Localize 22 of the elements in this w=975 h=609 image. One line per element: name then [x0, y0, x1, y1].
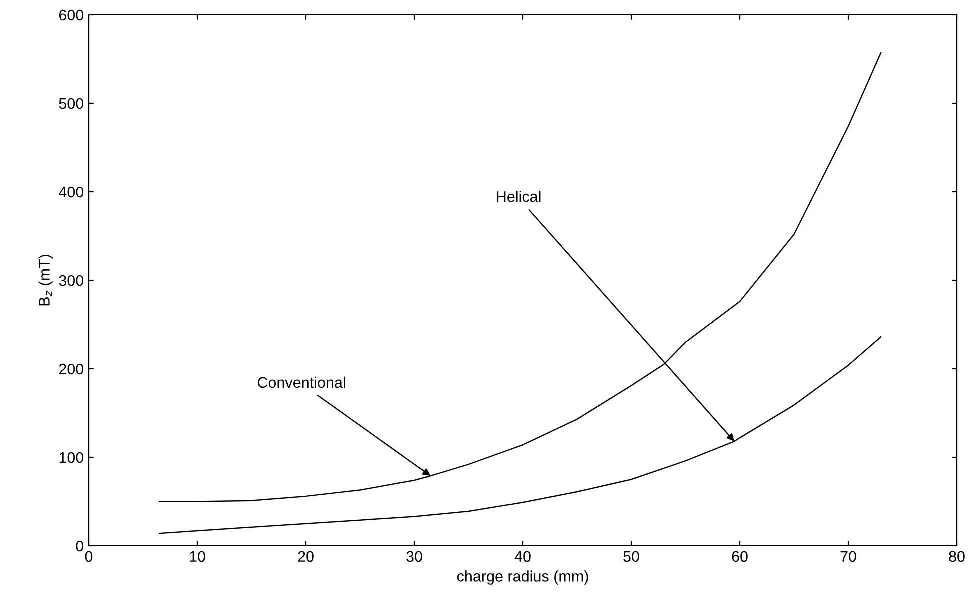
y-tick-label: 200 — [59, 364, 84, 375]
y-tick-label: 300 — [59, 275, 84, 286]
line-series — [158, 52, 882, 502]
x-tick-label: 30 — [406, 551, 422, 562]
x-tick-label: 70 — [840, 551, 856, 562]
y-tick-label: 600 — [59, 10, 84, 21]
x-tick-label: 60 — [732, 551, 748, 562]
x-tick-label: 20 — [298, 551, 314, 562]
annotation: Conventional — [258, 376, 346, 388]
y-axis-title: B$_{z}$ (mT) — [38, 255, 53, 306]
line-series — [158, 336, 882, 534]
y-tick-label: 500 — [59, 98, 84, 110]
x-tick-label: 0 — [85, 551, 93, 562]
annotation: Helical — [497, 191, 541, 202]
x-tick-label: 80 — [949, 551, 965, 562]
x-axis-title: charge radius (mm) — [457, 570, 588, 585]
y-tick-label: 400 — [59, 186, 84, 198]
x-tick-label: 40 — [514, 551, 531, 562]
y-tick-label: 0 — [76, 540, 84, 552]
x-tick-label: 10 — [190, 551, 206, 562]
y-tick-label: 100 — [60, 452, 84, 464]
x-tick-label: 50 — [624, 551, 640, 562]
